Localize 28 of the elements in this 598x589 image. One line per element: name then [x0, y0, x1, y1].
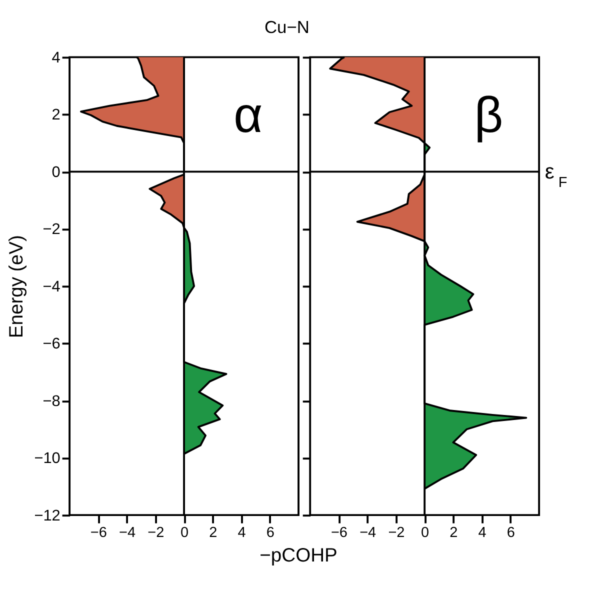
- y-axis-title: Energy (eV): [6, 235, 28, 338]
- x-tick-label: 0: [180, 524, 189, 541]
- x-tick-label: 4: [238, 524, 246, 541]
- y-tick-label: −10: [34, 450, 60, 468]
- y-tick-label: 0: [52, 164, 60, 181]
- y-tick-label: −8: [42, 392, 60, 410]
- x-axis-title: −pCOHP: [260, 545, 338, 566]
- x-tick-label: −2: [148, 524, 164, 541]
- y-tick-label: 2: [52, 106, 60, 124]
- x-tick-label: −2: [388, 524, 405, 541]
- x-tick-label: 6: [506, 524, 515, 541]
- annotation: β: [474, 87, 504, 144]
- y-tick-label: −6: [42, 336, 60, 353]
- x-tick-label: 0: [421, 524, 430, 541]
- y-tick-label: −12: [34, 507, 60, 524]
- x-tick-label: 2: [450, 524, 458, 541]
- x-tick-label: 4: [478, 524, 486, 541]
- y-tick-label: 4: [52, 49, 61, 66]
- annotation: α: [234, 87, 263, 144]
- x-tick-label: −6: [330, 524, 348, 541]
- y-tick-label: −2: [42, 221, 60, 238]
- chart-title: Cu−N: [264, 17, 310, 38]
- x-tick-label: −6: [90, 524, 107, 541]
- x-tick-label: 6: [266, 524, 274, 541]
- y-tick-label: −4: [42, 278, 61, 296]
- x-tick-label: −4: [119, 524, 136, 541]
- x-tick-label: −4: [360, 524, 376, 541]
- x-tick-label: 2: [209, 524, 218, 541]
